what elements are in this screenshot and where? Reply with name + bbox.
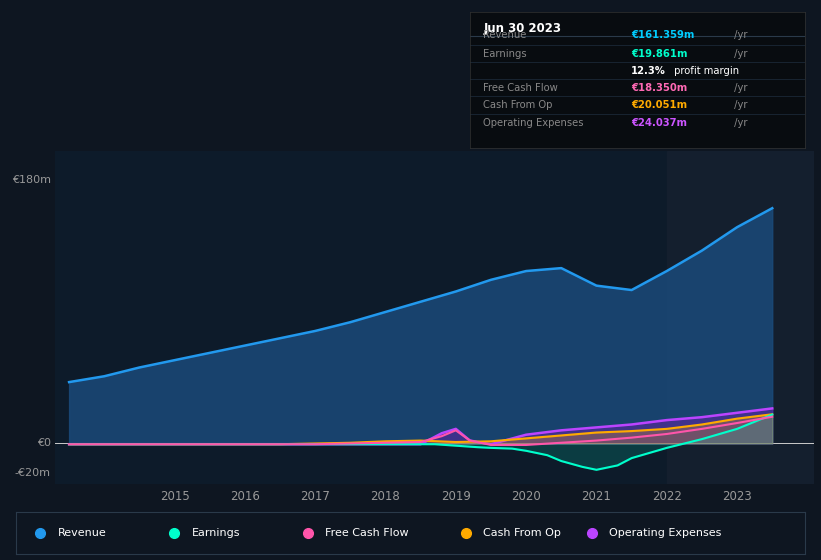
Text: profit margin: profit margin [671, 67, 739, 76]
Text: €20.051m: €20.051m [631, 100, 687, 110]
Text: Operating Expenses: Operating Expenses [609, 529, 722, 538]
Bar [667, 151, 814, 484]
Text: €180m: €180m [11, 175, 51, 185]
Text: Cash From Op: Cash From Op [484, 100, 553, 110]
Text: €24.037m: €24.037m [631, 118, 687, 128]
Text: Jun 30 2023: Jun 30 2023 [484, 21, 562, 35]
Text: /yr: /yr [732, 118, 748, 128]
Text: Revenue: Revenue [484, 30, 527, 40]
Text: Operating Expenses: Operating Expenses [484, 118, 584, 128]
Text: /yr: /yr [732, 83, 748, 93]
Text: Free Cash Flow: Free Cash Flow [325, 529, 409, 538]
Text: €161.359m: €161.359m [631, 30, 695, 40]
Text: -€20m: -€20m [15, 468, 51, 478]
Text: Cash From Op: Cash From Op [483, 529, 561, 538]
Text: Earnings: Earnings [191, 529, 240, 538]
Text: Earnings: Earnings [484, 49, 527, 59]
Text: €18.350m: €18.350m [631, 83, 687, 93]
Text: Free Cash Flow: Free Cash Flow [484, 83, 558, 93]
Text: €19.861m: €19.861m [631, 49, 687, 59]
Text: 12.3%: 12.3% [631, 67, 666, 76]
Text: /yr: /yr [732, 30, 748, 40]
Text: /yr: /yr [732, 49, 748, 59]
Text: /yr: /yr [732, 100, 748, 110]
Text: Revenue: Revenue [57, 529, 106, 538]
Text: €0: €0 [37, 438, 51, 449]
